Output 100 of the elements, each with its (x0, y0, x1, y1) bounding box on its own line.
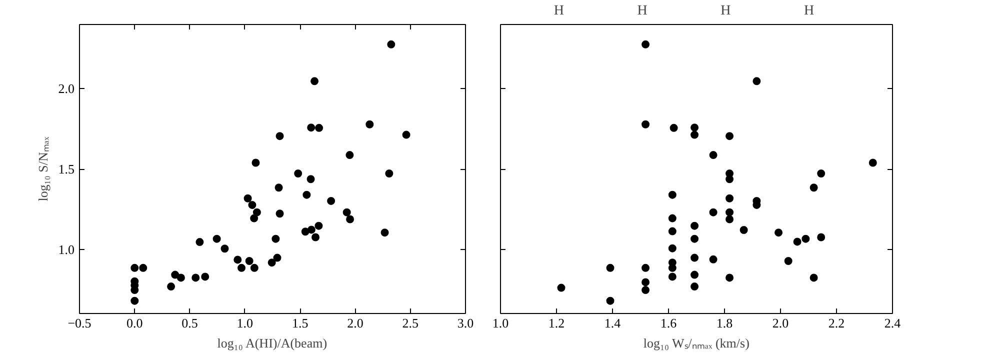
point (238, 264, 246, 272)
point (668, 244, 676, 252)
x-tick-label: 1.8 (716, 316, 733, 330)
x-tick-label: 1.0 (492, 316, 509, 330)
point (307, 226, 316, 234)
point (274, 184, 283, 192)
point (784, 257, 792, 265)
point (690, 282, 699, 291)
y-tick-label: 1.5 (58, 162, 74, 176)
point (301, 228, 310, 236)
point (252, 158, 260, 167)
x-tick-label: 1.2 (548, 316, 565, 330)
point (273, 254, 282, 262)
point (668, 190, 676, 199)
point (709, 208, 718, 216)
point (245, 257, 254, 265)
point (726, 132, 734, 140)
x-tick-label: 0.0 (126, 316, 143, 330)
x-tick-label: 2.4 (884, 316, 902, 330)
x-tick-label: 1.0 (236, 316, 254, 330)
point (314, 222, 323, 230)
point (690, 124, 699, 132)
point (642, 264, 650, 272)
point (171, 270, 180, 279)
x-axis-title: log₁₀ A(HI)/A(beam) (217, 336, 328, 350)
text: H (554, 4, 564, 18)
point (167, 282, 176, 291)
point (306, 175, 315, 184)
point (690, 254, 699, 262)
point (248, 200, 256, 209)
point (212, 234, 221, 243)
point (642, 278, 650, 286)
point (802, 234, 810, 243)
x-tick-label: 0.5 (182, 316, 198, 330)
point (276, 210, 284, 218)
point (272, 234, 280, 243)
point (810, 274, 818, 282)
point (817, 233, 826, 242)
point (366, 120, 374, 128)
point (234, 256, 242, 264)
text: H (720, 4, 731, 18)
point (726, 194, 734, 202)
point (642, 40, 650, 48)
point (774, 228, 783, 237)
point (642, 120, 650, 128)
y-axis-title: log₁₀ S/Nₘₐₓ (35, 136, 50, 202)
point (740, 226, 748, 234)
point (220, 244, 229, 253)
point (793, 238, 802, 246)
point (196, 238, 204, 246)
point (312, 233, 320, 242)
point (557, 284, 566, 292)
point (294, 170, 302, 178)
x-tick-label: 1.6 (660, 316, 678, 330)
point (307, 124, 316, 132)
x-tick-label: 2.2 (828, 316, 845, 330)
point (250, 214, 258, 222)
point (250, 264, 258, 272)
point (302, 190, 311, 199)
point (668, 227, 676, 236)
x-tick-label: 2.0 (347, 316, 364, 330)
point (606, 264, 614, 272)
point (668, 214, 676, 222)
point (276, 132, 284, 140)
point (709, 151, 718, 160)
point (709, 255, 718, 264)
point (310, 77, 319, 86)
point (726, 208, 734, 216)
x-tick-label: −0.5 (68, 316, 92, 330)
point (176, 274, 185, 282)
point (342, 208, 351, 216)
point (726, 215, 734, 224)
y-tick-label: 2.0 (58, 81, 74, 96)
point (810, 184, 818, 192)
point (380, 228, 389, 237)
point (315, 124, 324, 132)
point (690, 270, 699, 279)
point (252, 208, 261, 216)
point (130, 264, 139, 272)
point (385, 170, 394, 178)
point (327, 196, 336, 205)
point (670, 124, 678, 132)
x-tick-label: 3.0 (457, 316, 474, 330)
point (606, 296, 614, 305)
x-axis-title: log₁₀ Wₛ/ₙₘₐₓ (km/s) (643, 336, 750, 350)
point (690, 130, 699, 139)
point (726, 175, 734, 184)
text: H (804, 4, 814, 18)
point (690, 234, 699, 243)
point (868, 158, 877, 167)
point (668, 272, 676, 281)
point (192, 274, 200, 282)
x-tick-label: 2.5 (402, 316, 418, 330)
x-tick-label: 1.5 (292, 316, 308, 330)
point (268, 258, 276, 267)
point (642, 286, 650, 294)
point (244, 194, 252, 202)
point (130, 296, 139, 305)
point (346, 151, 354, 160)
point (201, 272, 210, 281)
